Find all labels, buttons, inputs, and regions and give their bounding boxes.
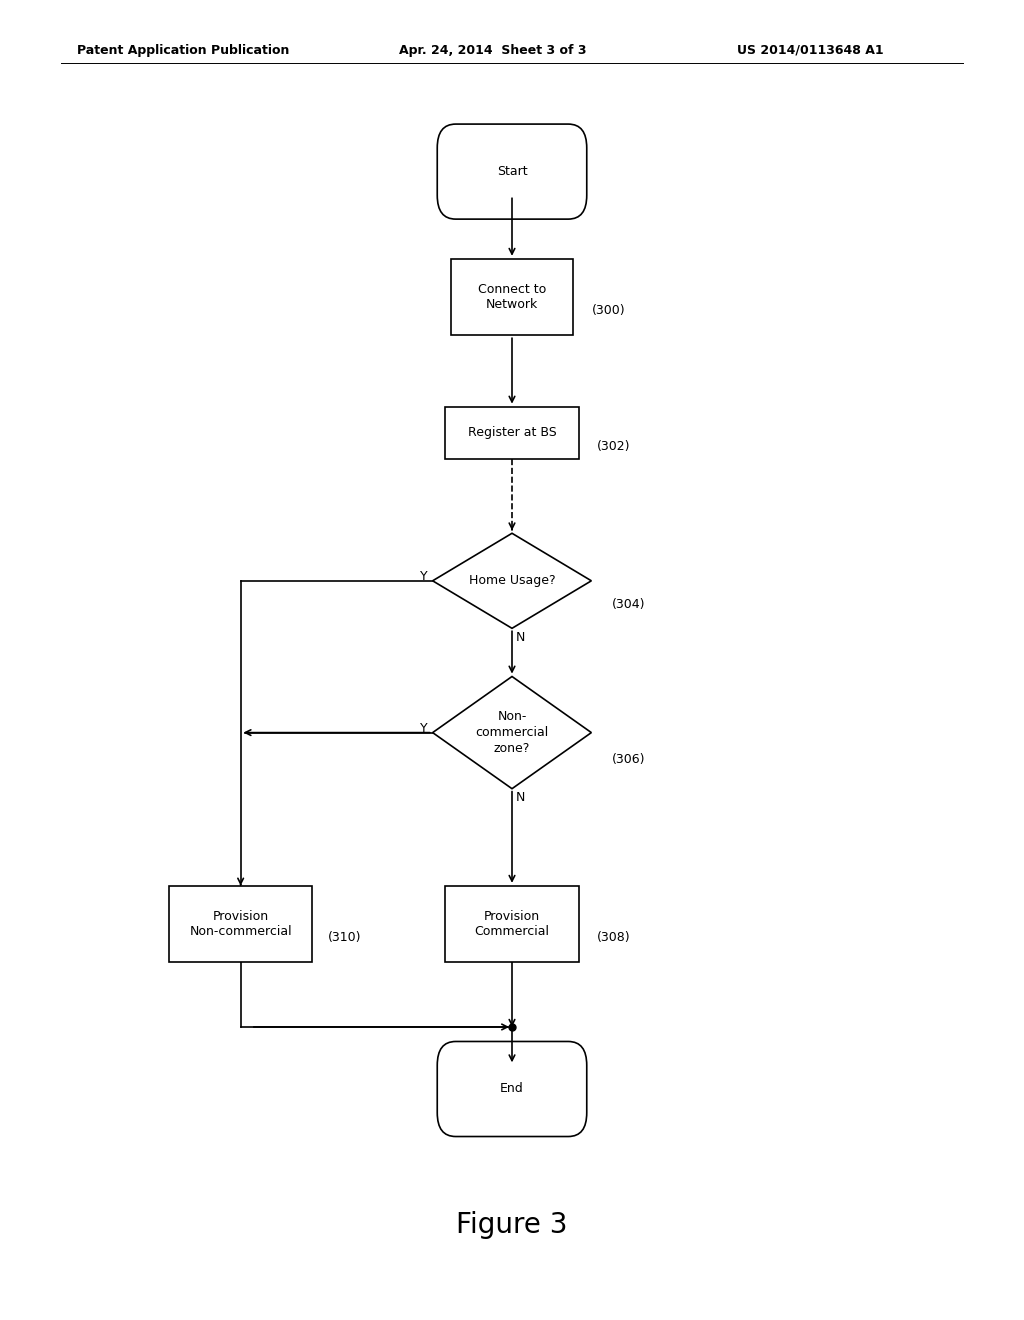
- Text: Register at BS: Register at BS: [468, 426, 556, 440]
- Text: Start: Start: [497, 165, 527, 178]
- Polygon shape: [432, 533, 592, 628]
- Text: Provision
Commercial: Provision Commercial: [474, 909, 550, 939]
- Text: (300): (300): [592, 304, 626, 317]
- Text: (308): (308): [597, 931, 631, 944]
- FancyBboxPatch shape: [437, 1041, 587, 1137]
- Text: End: End: [500, 1082, 524, 1096]
- Polygon shape: [432, 676, 592, 788]
- Bar: [451, 259, 573, 335]
- FancyBboxPatch shape: [437, 124, 587, 219]
- Text: Figure 3: Figure 3: [457, 1210, 567, 1239]
- Text: Patent Application Publication: Patent Application Publication: [77, 44, 289, 57]
- Text: Connect to
Network: Connect to Network: [478, 282, 546, 312]
- Text: Y: Y: [420, 570, 428, 583]
- Text: Apr. 24, 2014  Sheet 3 of 3: Apr. 24, 2014 Sheet 3 of 3: [399, 44, 587, 57]
- Text: Non-
commercial
zone?: Non- commercial zone?: [475, 710, 549, 755]
- Text: US 2014/0113648 A1: US 2014/0113648 A1: [737, 44, 884, 57]
- Text: (306): (306): [612, 752, 645, 766]
- Text: (302): (302): [597, 440, 631, 453]
- Text: N: N: [516, 631, 525, 644]
- Text: (304): (304): [612, 598, 645, 611]
- Bar: [169, 886, 312, 962]
- Bar: [445, 886, 579, 962]
- Text: (310): (310): [328, 931, 361, 944]
- Text: Provision
Non-commercial: Provision Non-commercial: [189, 909, 292, 939]
- Bar: [445, 407, 579, 459]
- Text: N: N: [516, 791, 525, 804]
- Text: Y: Y: [420, 722, 428, 735]
- Text: Home Usage?: Home Usage?: [469, 574, 555, 587]
